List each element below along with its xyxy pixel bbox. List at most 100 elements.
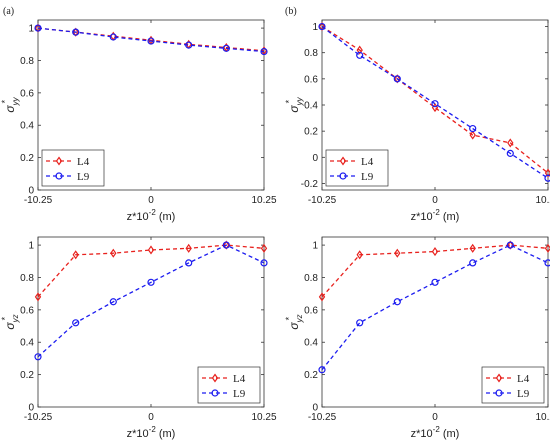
x-tick-label: 10.25	[251, 412, 276, 423]
x-axis-label-unit: (m)	[156, 428, 176, 440]
y-tick-label: 0.2	[20, 370, 34, 381]
x-tick-label: 0	[148, 195, 154, 206]
legend-label: L9	[77, 171, 90, 183]
y-tick-label: 1	[28, 24, 34, 35]
y-axis-label-subscript: yz	[11, 314, 20, 323]
x-tick-label: 0	[432, 412, 438, 423]
x-axis-label: z*10-2 (m)	[127, 208, 176, 223]
data-point	[222, 241, 230, 249]
series-L9	[34, 24, 268, 56]
y-tick-label: 0.4	[304, 101, 318, 112]
y-axis-label-subscript: yz	[295, 314, 304, 323]
y-tick-label: 0.4	[20, 338, 34, 349]
legend-box	[197, 366, 261, 404]
data-point	[222, 44, 230, 52]
y-axis-label: σyz*	[0, 314, 20, 329]
legend-marker	[339, 172, 347, 180]
data-point	[469, 130, 476, 140]
data-point	[185, 243, 192, 253]
data-point	[34, 292, 42, 302]
y-tick-label: 0.2	[20, 153, 34, 164]
data-point	[356, 51, 364, 59]
x-axis-label-unit: (m)	[440, 211, 460, 223]
y-tick-label: 0.6	[20, 88, 34, 99]
y-tick-label: 0.4	[20, 121, 34, 132]
x-tick-label: 10.25	[251, 195, 276, 206]
x-axis-label: z*10-2 (m)	[411, 208, 460, 223]
legend-marker	[495, 389, 503, 397]
legend-label: L9	[517, 388, 530, 400]
data-point	[147, 245, 155, 255]
y-tick-label: 0.2	[304, 127, 318, 138]
y-axis-label-superscript: *	[0, 316, 10, 320]
x-tick-label: 0	[432, 195, 438, 206]
x-axis-label: z*10-2 (m)	[411, 425, 460, 440]
y-axis-label: σyy*	[284, 96, 304, 112]
legend-marker	[55, 156, 63, 166]
y-axis-label-superscript: *	[0, 99, 10, 103]
data-point	[394, 248, 401, 258]
panel-label: (b)	[285, 6, 297, 17]
legend-marker	[211, 373, 219, 383]
data-point	[431, 100, 439, 108]
panel-label: (a)	[3, 6, 14, 17]
data-point	[72, 319, 80, 327]
legend-box	[41, 149, 105, 187]
data-point	[318, 22, 326, 31]
series-line	[37, 27, 265, 53]
series-line	[37, 244, 265, 358]
x-axis-label-unit: (m)	[156, 211, 176, 223]
y-axis-label-symbol: σ	[3, 322, 17, 330]
data-point	[393, 75, 401, 83]
panel-2: (b) -10.25 0 10.25 -0.2 0 0.2 0.4 0.6 0.8 1 z*10-2 …	[284, 6, 550, 223]
x-tick-label: -10.25	[24, 412, 53, 423]
y-tick-label: 0	[28, 186, 34, 197]
legend-label: L4	[233, 373, 246, 385]
x-axis-label-exponent: -2	[433, 208, 441, 217]
series-line	[37, 244, 265, 298]
y-tick-label: 0.6	[20, 305, 34, 316]
x-axis-label-base: z*10	[127, 211, 149, 223]
data-point	[469, 124, 477, 133]
x-axis-label-exponent: -2	[149, 425, 157, 434]
data-point	[110, 248, 117, 258]
x-axis-label-base: z*10	[127, 428, 149, 440]
y-tick-label: 0	[28, 403, 34, 414]
data-point	[507, 138, 514, 148]
y-tick-label: 0	[312, 153, 318, 164]
x-tick-label: 10.25	[535, 195, 550, 206]
y-axis-label-subscript: yy	[11, 96, 20, 106]
data-point	[185, 259, 193, 267]
y-tick-label: 0.2	[304, 370, 318, 381]
y-tick-label: 1	[28, 241, 34, 252]
x-axis-label-base: z*10	[411, 428, 433, 440]
data-point	[544, 259, 550, 267]
data-point	[260, 47, 268, 56]
series-line	[321, 26, 549, 179]
legend-label: L9	[361, 171, 374, 183]
x-tick-label: 0	[148, 412, 154, 423]
data-point	[431, 278, 439, 286]
series-L9	[318, 241, 550, 374]
x-axis-label-exponent: -2	[149, 208, 157, 217]
data-point	[72, 250, 79, 260]
data-point	[469, 243, 476, 253]
x-tick-label: 10.25	[535, 412, 550, 423]
legend-box	[481, 366, 545, 404]
data-point	[34, 24, 42, 32]
y-tick-label: 0.8	[20, 273, 34, 284]
series-line	[321, 244, 549, 298]
data-point	[318, 366, 326, 374]
y-tick-label: 0.6	[304, 74, 318, 85]
x-axis-label-exponent: -2	[433, 425, 441, 434]
data-point	[506, 149, 514, 157]
y-tick-label: 0.8	[304, 273, 318, 284]
data-point	[147, 278, 155, 286]
y-axis-label-symbol: σ	[287, 322, 301, 330]
